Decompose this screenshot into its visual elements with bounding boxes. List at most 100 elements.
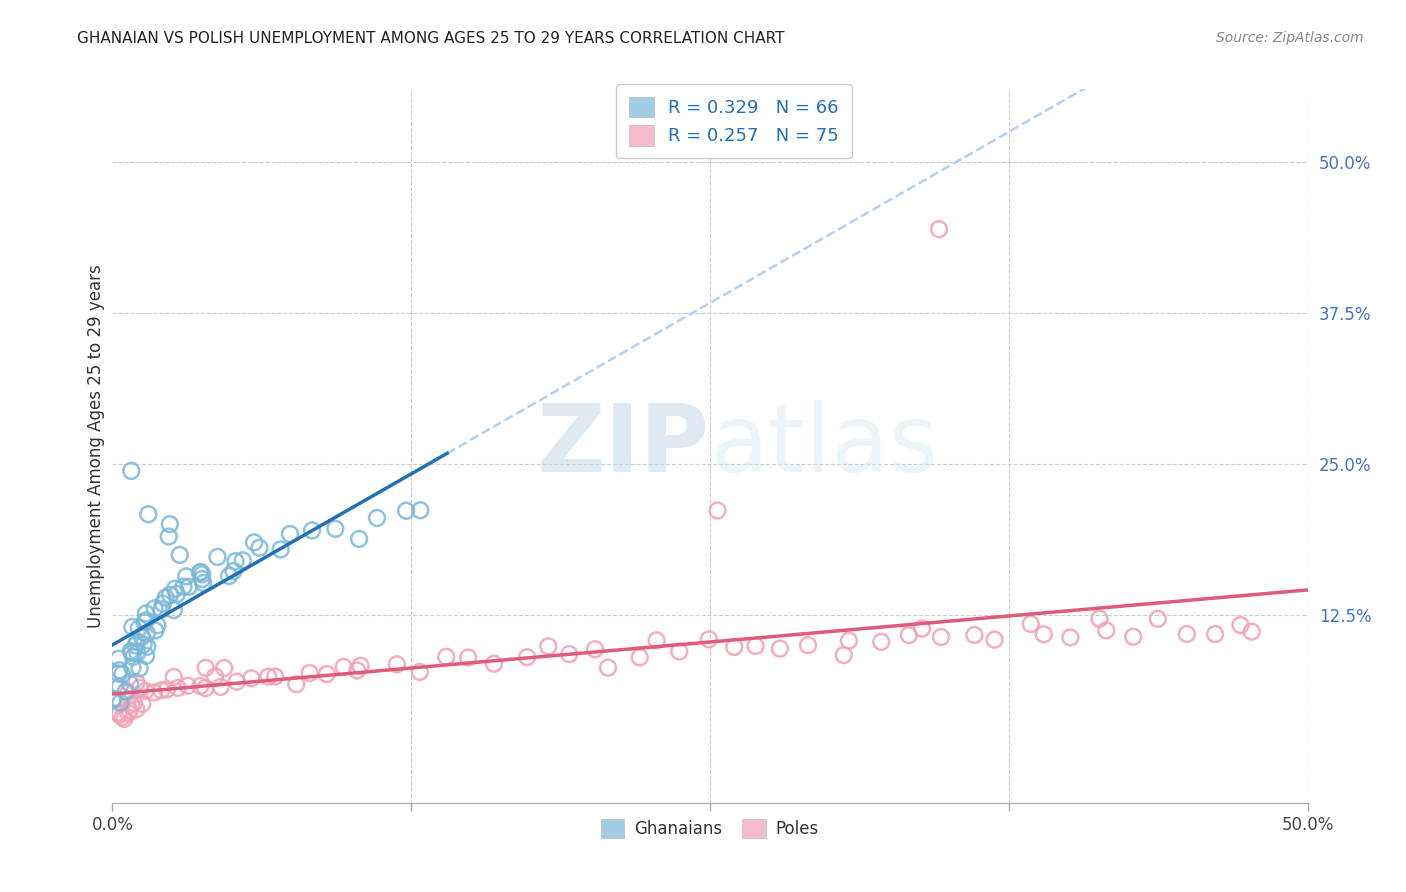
Point [169,548,191,562]
Point [482,657,505,671]
Point [163,603,186,617]
Point [744,639,766,653]
Point [207,549,229,564]
Point [163,670,186,684]
Point [1032,627,1054,641]
Text: atlas: atlas [710,400,938,492]
Point [152,597,174,611]
Point [897,628,920,642]
Point [832,648,855,662]
Point [145,624,167,638]
Point [257,670,280,684]
Point [264,669,287,683]
Point [558,647,581,661]
Point [155,591,177,605]
Y-axis label: Unemployment Among Ages 25 to 29 years: Unemployment Among Ages 25 to 29 years [87,264,105,628]
Point [117,706,139,721]
Point [156,682,179,697]
Point [131,697,153,711]
Point [159,588,181,602]
Point [131,630,153,644]
Point [194,681,217,695]
Point [240,671,263,685]
Point [108,680,131,694]
Point [225,554,247,568]
Point [132,638,155,652]
Point [121,620,143,634]
Point [385,657,408,672]
Point [706,503,728,517]
Point [190,565,212,579]
Point [963,628,986,642]
Point [135,648,157,663]
Point [190,679,212,693]
Point [136,640,159,654]
Point [112,712,135,726]
Point [128,621,150,635]
Point [135,684,157,698]
Point [212,661,235,675]
Point [797,638,820,652]
Point [157,529,180,543]
Point [1122,630,1144,644]
Point [209,680,232,694]
Point [194,661,217,675]
Point [118,703,141,717]
Point [150,602,173,616]
Point [143,601,166,615]
Point [516,650,538,665]
Point [124,639,146,653]
Point [128,661,150,675]
Point [167,681,190,695]
Text: ZIP: ZIP [537,400,710,492]
Point [243,535,266,549]
Point [127,646,149,660]
Point [285,677,308,691]
Point [174,569,197,583]
Point [583,642,606,657]
Point [120,464,142,478]
Point [270,542,292,557]
Point [218,569,240,583]
Point [117,685,139,699]
Point [347,532,370,546]
Point [122,650,145,665]
Point [136,626,159,640]
Point [1088,612,1111,626]
Point [172,580,194,594]
Point [222,564,245,578]
Point [537,640,560,654]
Point [163,582,186,596]
Point [107,706,129,720]
Point [409,665,432,679]
Point [191,572,214,586]
Point [127,635,149,649]
Point [349,658,371,673]
Point [204,669,226,683]
Point [121,646,143,660]
Point [723,640,745,654]
Point [409,503,432,517]
Point [111,667,134,681]
Point [101,693,124,707]
Point [1204,627,1226,641]
Point [434,649,457,664]
Point [135,607,157,621]
Point [395,504,418,518]
Point [645,633,668,648]
Point [628,650,651,665]
Point [1147,612,1170,626]
Point [1019,617,1042,632]
Point [366,511,388,525]
Point [107,652,129,666]
Point [769,641,792,656]
Point [929,630,952,644]
Point [107,666,129,681]
Point [278,527,301,541]
Point [142,685,165,699]
Point [232,553,254,567]
Legend: Ghanaians, Poles: Ghanaians, Poles [595,812,825,845]
Point [125,702,148,716]
Point [697,632,720,647]
Point [128,681,150,695]
